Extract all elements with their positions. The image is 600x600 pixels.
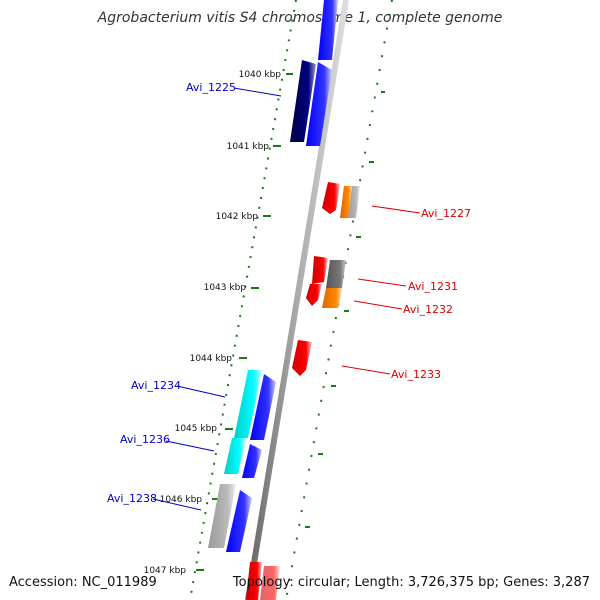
plus-strand-features (246, 182, 360, 600)
tick-label-1046: 1046 kbp (160, 495, 203, 505)
inner-tick-track (189, 0, 297, 600)
cds-feature[interactable] (348, 186, 360, 218)
cds-feature[interactable] (312, 256, 328, 284)
gene-label-avi-1232[interactable]: Avi_1232 (403, 303, 453, 316)
cds-feature[interactable] (318, 0, 338, 60)
cds-feature[interactable] (306, 62, 332, 146)
gene-label-avi-1225[interactable]: Avi_1225 (186, 81, 236, 94)
genome-summary-text: Topology: circular; Length: 3,726,375 bp… (232, 575, 590, 590)
tick-label-1047: 1047 kbp (144, 566, 187, 576)
major-ticks (196, 73, 385, 571)
tick-label-1042: 1042 kbp (216, 212, 259, 222)
minus-strand-features (208, 0, 338, 552)
cds-feature[interactable] (292, 340, 312, 376)
label-leaders (152, 87, 421, 511)
cds-feature[interactable] (246, 562, 262, 600)
pseudo-feature[interactable] (208, 484, 236, 548)
cds-feature[interactable] (260, 566, 280, 600)
gene-label-avi-1236[interactable]: Avi_1236 (120, 433, 170, 446)
cds-feature[interactable] (306, 284, 322, 306)
tick-label-1045: 1045 kbp (175, 424, 218, 434)
cds-feature[interactable] (326, 260, 346, 288)
gene-label-avi-1234[interactable]: Avi_1234 (131, 379, 181, 392)
tick-label-1041: 1041 kbp (227, 142, 270, 152)
tick-label-1044: 1044 kbp (190, 354, 233, 364)
rna-feature[interactable] (224, 438, 246, 474)
accession-text: Accession: NC_011989 (9, 575, 157, 590)
cds-feature[interactable] (242, 444, 262, 478)
gene-label-avi-1227[interactable]: Avi_1227 (421, 207, 471, 220)
tick-label-1040: 1040 kbp (239, 70, 282, 80)
cds-feature[interactable] (250, 374, 276, 440)
cds-feature[interactable] (290, 60, 316, 142)
genome-backbone (245, 0, 349, 600)
cds-feature[interactable] (322, 182, 340, 214)
gene-label-avi-1231[interactable]: Avi_1231 (408, 280, 458, 293)
rna-feature[interactable] (234, 370, 262, 438)
map-title: Agrobacterium vitis S4 chromosome 1, com… (97, 10, 503, 26)
cds-feature[interactable] (322, 288, 342, 308)
gene-label-avi-1233[interactable]: Avi_1233 (391, 368, 441, 381)
gene-label-avi-1238[interactable]: Avi_1238 (107, 492, 157, 505)
cds-feature[interactable] (226, 490, 252, 552)
tick-label-1043: 1043 kbp (204, 283, 247, 293)
